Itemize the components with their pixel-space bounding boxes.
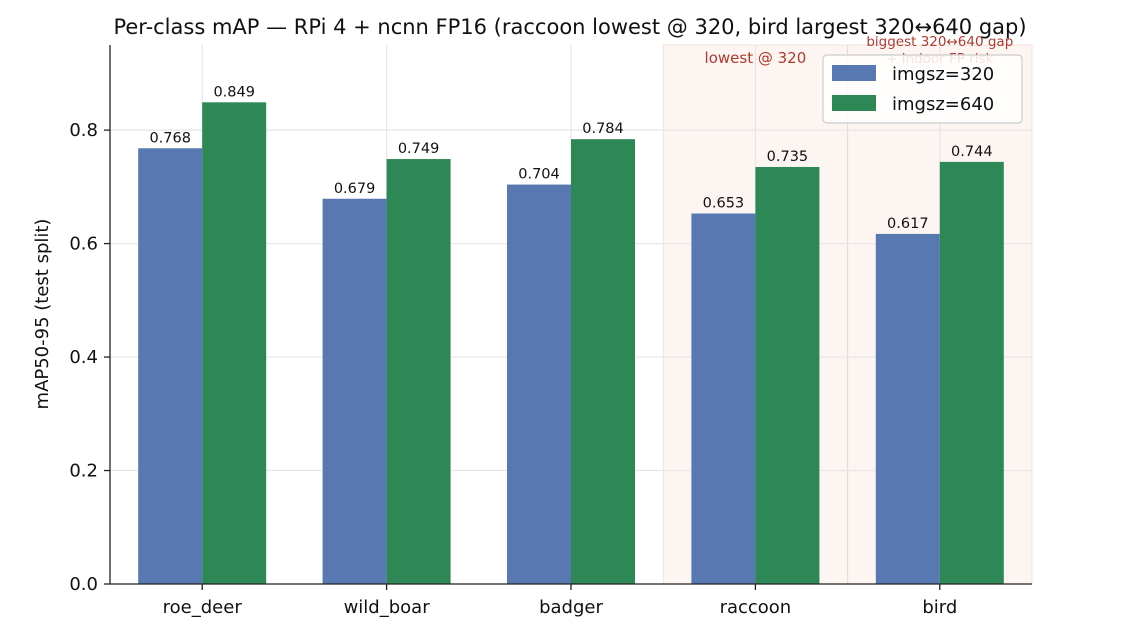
bar-roe_deer-imgsz=320 <box>138 148 203 584</box>
x-tick-label: wild_boar <box>344 597 431 618</box>
legend-label: imgsz=320 <box>892 64 994 85</box>
data-label: 0.735 <box>767 149 809 165</box>
legend-label: imgsz=640 <box>892 94 994 115</box>
bar-raccoon-imgsz=640 <box>755 166 820 585</box>
y-tick-label: 0.0 <box>69 574 98 595</box>
bar-raccoon-imgsz=320 <box>691 213 756 584</box>
legend-swatch-imgsz=640 <box>832 95 876 111</box>
axes: 0.0 0.2 0.4 0.6 0.8 roe_deer wild_boar badger ra… <box>69 45 1032 618</box>
data-label: 0.749 <box>398 141 440 157</box>
data-label: 0.617 <box>887 216 929 232</box>
bar-bird-imgsz=320 <box>875 233 940 584</box>
annotation-bird-line: biggest 320↔640 gap <box>866 34 1013 50</box>
data-label: 0.784 <box>582 121 624 137</box>
chart-title: Per-class mAP — RPi 4 + ncnn FP16 (racco… <box>113 15 1026 39</box>
data-label: 0.679 <box>334 181 376 197</box>
x-tick-label: badger <box>539 597 603 618</box>
y-tick-label: 0.6 <box>69 234 98 255</box>
bar-badger-imgsz=640 <box>571 139 635 584</box>
bar-wild_boar-imgsz=320 <box>322 198 387 584</box>
data-labels: 0.768 0.679 0.704 0.653 0.617 0.849 0.749 0.784… <box>149 84 992 232</box>
x-tick-label: raccoon <box>720 597 792 618</box>
annotation-raccoon: lowest @ 320 <box>705 49 807 67</box>
legend-swatch-imgsz=320 <box>832 65 876 81</box>
data-label: 0.768 <box>149 130 191 146</box>
data-label: 0.704 <box>518 167 560 183</box>
y-axis-label: mAP50-95 (test split) <box>32 219 53 410</box>
data-label: 0.744 <box>951 144 993 160</box>
data-label: 0.653 <box>703 196 745 212</box>
y-tick-label: 0.4 <box>69 347 98 368</box>
data-label: 0.849 <box>213 84 255 100</box>
legend: imgsz=320 imgsz=640 <box>822 54 1023 124</box>
bar-roe_deer-imgsz=640 <box>202 102 267 585</box>
bars <box>138 102 1004 585</box>
bar-bird-imgsz=640 <box>939 161 1004 584</box>
y-tick-label: 0.2 <box>69 461 98 482</box>
x-tick-label: bird <box>922 597 957 618</box>
x-tick-label: roe_deer <box>163 597 243 618</box>
bar-wild_boar-imgsz=640 <box>386 159 451 584</box>
bar-badger-imgsz=320 <box>507 184 571 584</box>
y-tick-label: 0.8 <box>69 120 98 141</box>
